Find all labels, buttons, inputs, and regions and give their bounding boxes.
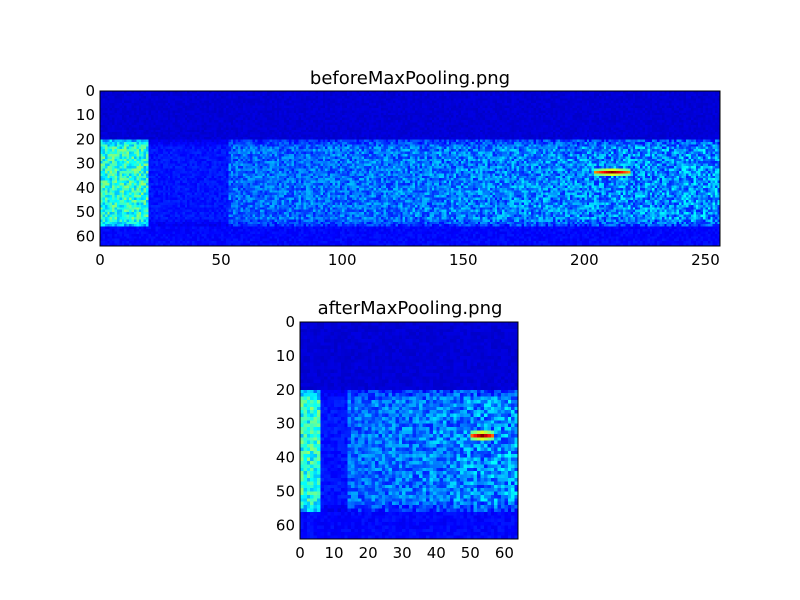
x-tick-label: 200 xyxy=(570,251,599,269)
y-tick-label: 10 xyxy=(276,347,295,365)
y-tick-label: 20 xyxy=(76,130,95,148)
plot-area-before xyxy=(99,90,721,247)
y-tick-label: 0 xyxy=(285,313,295,331)
x-tick-label: 40 xyxy=(427,544,446,562)
y-tick-label: 60 xyxy=(76,227,95,245)
x-tick-label: 150 xyxy=(449,251,478,269)
y-tick-label: 30 xyxy=(276,415,295,433)
x-tick-label: 50 xyxy=(212,251,231,269)
axes-frame-before xyxy=(99,90,721,247)
heatmap-image-before xyxy=(100,91,720,246)
y-tick-label: 0 xyxy=(85,82,95,100)
x-tick-label: 20 xyxy=(359,544,378,562)
y-tick-label: 30 xyxy=(76,155,95,173)
y-tick-label: 40 xyxy=(276,449,295,467)
axes-frame-after xyxy=(299,321,519,540)
plot-area-after xyxy=(299,321,519,540)
y-tick-label: 10 xyxy=(76,106,95,124)
heatmap-image-after xyxy=(300,322,518,539)
heatmap-after: afterMaxPooling.png 0 10 20 30 40 50 600102030… xyxy=(276,298,519,562)
y-tick-label: 20 xyxy=(276,381,295,399)
x-tick-label: 50 xyxy=(461,544,480,562)
heatmap-before: beforeMaxPooling.png 0 50 100 150 200 250 0 10 2… xyxy=(76,68,721,269)
x-tick-label: 0 xyxy=(295,544,305,562)
x-tick-label: 0 xyxy=(95,251,105,269)
x-tick-label: 100 xyxy=(328,251,357,269)
y-tick-label: 60 xyxy=(276,516,295,534)
x-tick-label: 30 xyxy=(393,544,412,562)
y-tick-label: 50 xyxy=(76,203,95,221)
x-tick-label: 10 xyxy=(325,544,344,562)
x-tick-label: 250 xyxy=(691,251,720,269)
chart-title-after: afterMaxPooling.png xyxy=(318,298,503,319)
x-tick-label: 60 xyxy=(495,544,514,562)
chart-title-before: beforeMaxPooling.png xyxy=(310,68,510,89)
y-tick-label: 50 xyxy=(276,483,295,501)
y-tick-label: 40 xyxy=(76,179,95,197)
tick-labels-before: 0 50 100 150 200 250 0 10 20 30 40 50 60 xyxy=(76,82,720,269)
